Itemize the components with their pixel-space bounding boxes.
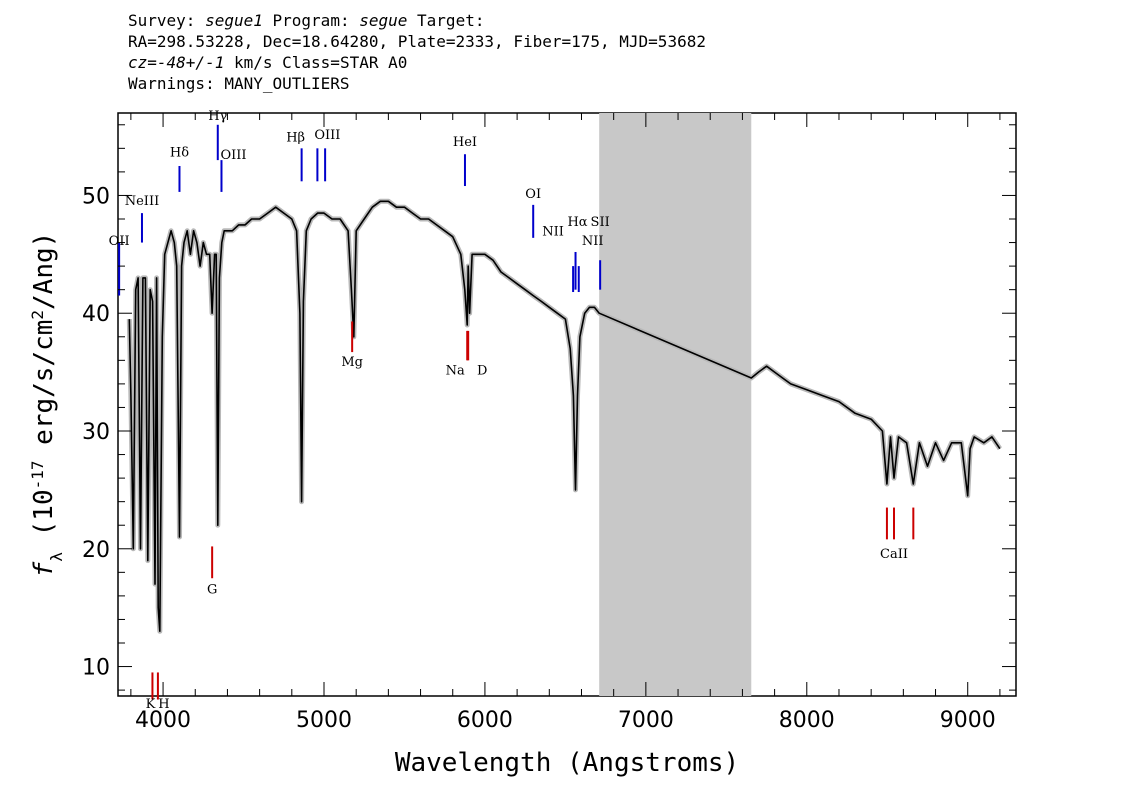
header-line-1: Survey: segue1 Program: segue Target: — [128, 10, 706, 31]
masked-wavelength-band — [599, 113, 752, 696]
line-label-g: G — [207, 583, 217, 598]
program-value: segue — [359, 11, 408, 30]
x-tick-label: 7000 — [618, 708, 674, 733]
y-axis: 10 20 30 40 50 — [82, 124, 1016, 691]
line-label-sii: SII — [591, 215, 610, 230]
x-axis: 4000 5000 6000 7000 8000 9000 — [130, 113, 1001, 733]
line-label-oii: OII — [109, 234, 130, 249]
x-tick-label: 9000 — [940, 708, 996, 733]
line-label-nii: NII — [542, 224, 564, 239]
program-label: Program: — [272, 11, 350, 30]
redshift-value: cz=-48+/-1 — [128, 53, 225, 72]
header-line-3: cz=-48+/-1 km/s Class=STAR A0 — [128, 52, 706, 73]
survey-value: segue1 — [205, 11, 263, 30]
line-label-oiii: OIII — [220, 148, 246, 163]
x-tick-label: 8000 — [779, 708, 835, 733]
x-tick-label: 6000 — [457, 708, 513, 733]
line-label-nii: NII — [582, 234, 604, 249]
x-axis-title: Wavelength (Angstroms) — [395, 748, 739, 778]
line-label-d: D — [477, 363, 487, 378]
line-label-k: K — [146, 697, 156, 712]
line-label-caii: CaII — [880, 547, 908, 562]
spectrum-series — [128, 200, 1001, 632]
object-class: Class=STAR A0 — [282, 53, 408, 72]
y-tick-label: 30 — [82, 420, 110, 445]
header-line-2: RA=298.53228, Dec=18.64280, Plate=2333, … — [128, 32, 706, 51]
line-label-hei: HeI — [453, 135, 477, 150]
y-tick-label: 50 — [82, 184, 110, 209]
plot-header: Survey: segue1 Program: segue Target: RA… — [128, 10, 706, 94]
y-tick-label: 40 — [82, 302, 110, 327]
y-tick-label: 20 — [82, 538, 110, 563]
header-line-4: Warnings: MANY_OUTLIERS — [128, 74, 350, 93]
line-label-hδ: Hδ — [170, 146, 189, 161]
y-axis-title: fλ (10-17 erg/s/cm2/Ang) — [28, 232, 66, 578]
error-band — [126, 198, 1002, 634]
target-label: Target: — [417, 11, 485, 30]
line-label-mg: Mg — [341, 355, 363, 370]
spectrum-error-band — [126, 198, 1002, 634]
line-label-hβ: Hβ — [286, 130, 305, 145]
line-label-hγ: Hγ — [208, 109, 227, 124]
x-tick-label: 4000 — [135, 708, 191, 733]
line-label-neiii: NeIII — [125, 194, 159, 209]
spectrum-line — [128, 200, 1001, 632]
line-label-na: Na — [446, 363, 465, 378]
line-label-hα: Hα — [567, 215, 587, 230]
survey-label: Survey: — [128, 11, 196, 30]
line-label-oiii: OIII — [314, 128, 340, 143]
redshift-units: km/s — [233, 53, 273, 72]
x-tick-label: 5000 — [296, 708, 352, 733]
y-tick-label: 10 — [82, 656, 110, 681]
line-label-oi: OI — [525, 187, 541, 202]
line-label-h: H — [158, 697, 169, 712]
plot-frame — [117, 112, 1017, 697]
